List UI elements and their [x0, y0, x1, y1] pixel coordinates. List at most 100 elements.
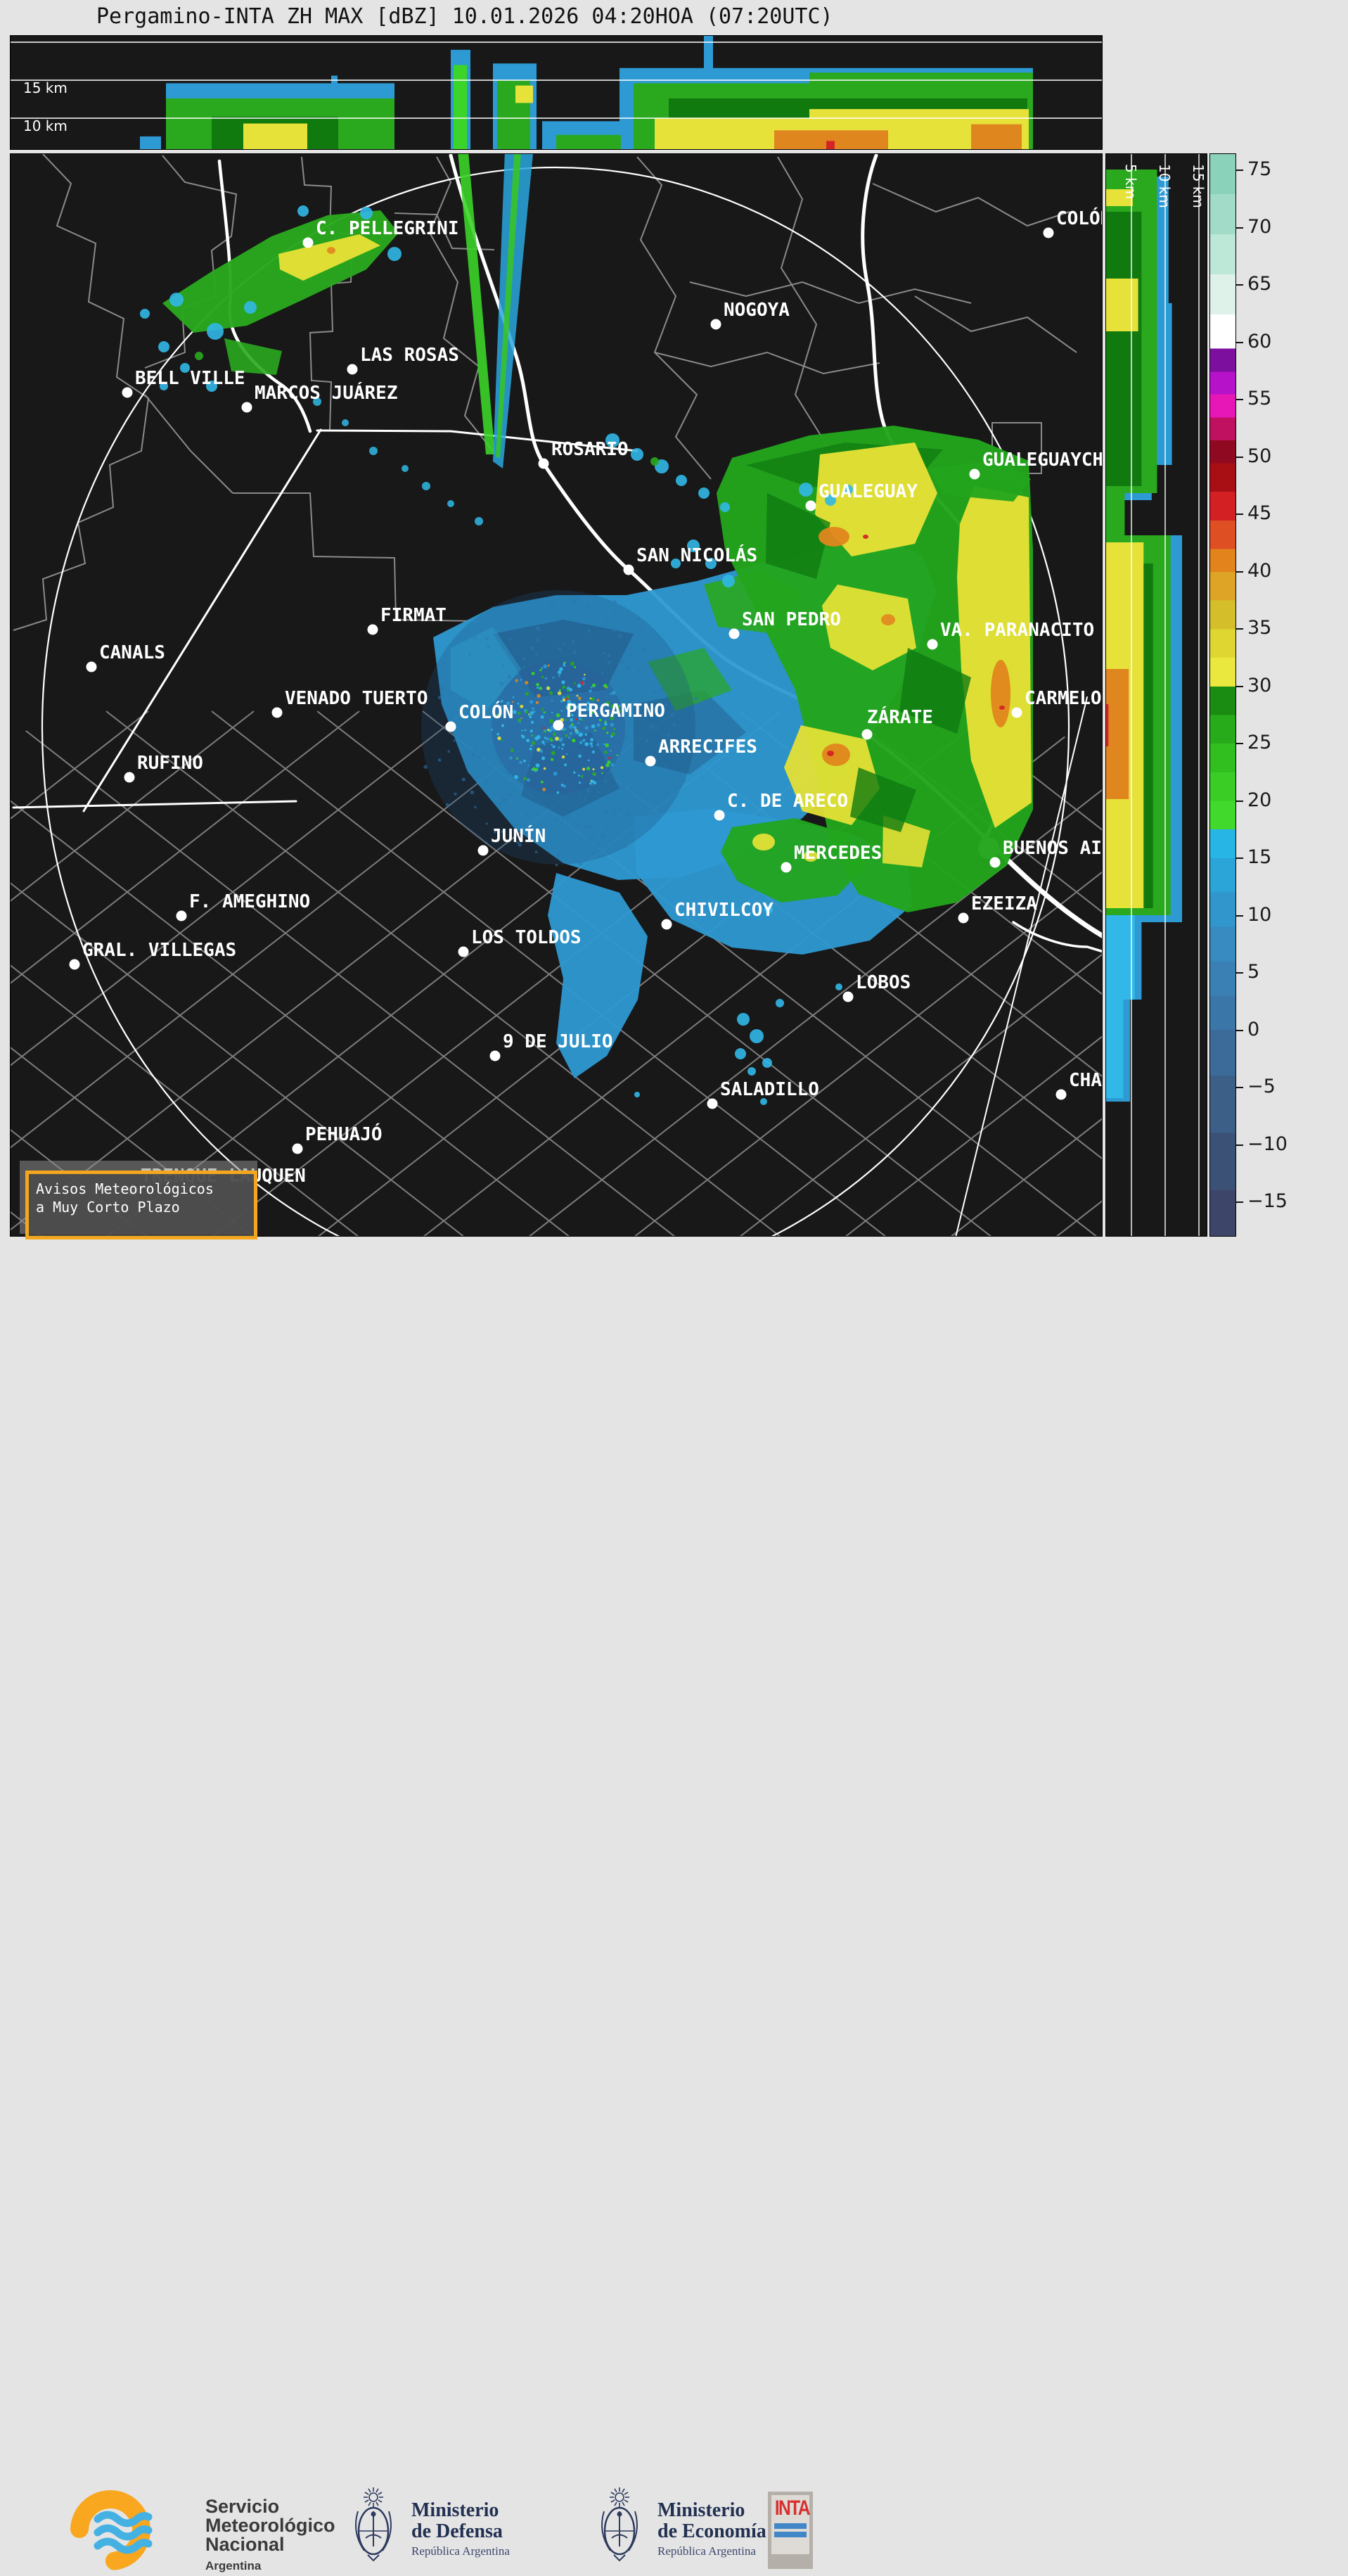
economia-coat-of-arms-icon: [601, 2487, 638, 2562]
coat-of-arms-part: [368, 2488, 371, 2493]
clutter-speckle: [534, 850, 538, 854]
clutter-speckle: [653, 690, 657, 694]
clutter-speckle: [542, 787, 546, 791]
clutter-speckle: [578, 782, 582, 784]
clutter-speckle: [579, 793, 582, 796]
clutter-speckle: [626, 666, 630, 671]
clutter-speckle: [584, 733, 587, 736]
clutter-speckle: [544, 737, 547, 739]
clutter-speckle: [550, 601, 554, 606]
coat-of-arms-part: [622, 2501, 625, 2506]
colorbar-tick-mark: [1236, 685, 1243, 687]
clutter-speckle: [578, 754, 582, 758]
colorbar-tick-mark: [1236, 1029, 1243, 1031]
clutter-speckle: [526, 778, 530, 782]
clutter-speckle: [557, 691, 562, 696]
clutter-speckle: [556, 853, 561, 857]
colorbar-tick-label: 5: [1247, 961, 1260, 983]
city-dot: [861, 729, 873, 740]
city-dot: [710, 319, 721, 330]
clutter-speckle: [642, 647, 646, 651]
city-dot: [176, 910, 187, 922]
department-boundary: [428, 156, 494, 452]
echo-region: [206, 381, 217, 392]
clutter-speckle: [565, 734, 568, 737]
clutter-speckle: [499, 762, 503, 766]
clutter-speckle: [603, 743, 605, 746]
clutter-speckle: [578, 734, 582, 737]
clutter-speckle: [584, 824, 589, 829]
clutter-speckle: [502, 665, 505, 668]
echo-region: [881, 614, 895, 625]
g: [11, 36, 1102, 149]
coat-of-arms-part: [368, 2501, 371, 2506]
department-boundary: [636, 156, 712, 480]
coat-of-arms-part: [378, 2492, 383, 2495]
clutter-speckle: [612, 727, 616, 731]
clutter-speckle: [562, 699, 566, 702]
clutter-speckle: [617, 753, 622, 757]
echo-region: [752, 834, 775, 850]
clutter-speckle: [624, 812, 628, 815]
clutter-speckle: [572, 650, 577, 655]
clutter-speckle: [437, 758, 442, 762]
clutter-speckle: [577, 722, 579, 725]
clutter-speckle: [550, 725, 554, 729]
city-label: PERGAMINO: [566, 701, 665, 722]
coat-of-arms-part: [614, 2488, 617, 2493]
clutter-speckle: [566, 714, 570, 718]
clutter-speckle: [610, 716, 614, 720]
clutter-speckle: [508, 614, 511, 618]
clutter-speckle: [590, 783, 595, 787]
echo-region: [764, 905, 773, 914]
clutter-speckle: [609, 770, 614, 774]
clutter-speckle: [484, 841, 488, 845]
clutter-speckle: [497, 736, 501, 741]
clutter-speckle: [517, 703, 520, 705]
clutter-speckle: [515, 757, 518, 760]
clutter-speckle: [555, 818, 558, 822]
city-label: MERCEDES: [794, 843, 882, 864]
city-label: SALADILLO: [720, 1079, 819, 1100]
clutter-speckle: [536, 639, 539, 642]
city-dot: [623, 564, 634, 575]
xsec-echo-bar: [1106, 669, 1129, 799]
echo-region: [496, 154, 521, 458]
clutter-speckle: [587, 604, 591, 608]
clutter-speckle: [587, 708, 589, 711]
city-label: GUALEGUAY: [819, 481, 918, 502]
colorbar-tick-label: 45: [1247, 502, 1272, 525]
clutter-speckle: [496, 732, 499, 736]
clutter-speckle: [531, 671, 535, 675]
clutter-speckle: [579, 741, 583, 745]
clutter-speckle: [612, 616, 615, 620]
clutter-speckle: [610, 692, 612, 695]
clutter-speckle: [468, 653, 471, 656]
city-dot: [538, 458, 549, 469]
department-boundary: [301, 156, 354, 431]
clutter-speckle: [667, 733, 671, 737]
clutter-speckle: [562, 696, 565, 700]
clutter-speckle: [550, 758, 554, 761]
economia-logo-text: Ministerio de Economía República Argenti…: [657, 2500, 766, 2558]
department-boundary: [872, 183, 1070, 227]
department-boundary: [914, 295, 1077, 353]
clutter-speckle: [504, 782, 508, 786]
echo-region: [387, 247, 402, 261]
clutter-speckle: [612, 600, 617, 604]
clutter-speckle: [522, 759, 526, 763]
city-dot: [969, 468, 980, 480]
echo-region: [548, 873, 648, 1078]
clutter-speckle: [592, 768, 595, 771]
city-label: SAN PEDRO: [742, 609, 841, 630]
city-dot: [367, 624, 378, 635]
clutter-speckle: [617, 709, 621, 713]
department-boundary: [11, 710, 44, 1236]
clutter-speckle: [596, 791, 600, 794]
clutter-speckle: [540, 715, 544, 719]
echo-region: [991, 660, 1010, 727]
clutter-speckle: [492, 708, 496, 711]
right-cross-section-panel: 5 km 10 km 15 km: [1105, 153, 1207, 1237]
department-boundary: [11, 710, 571, 1236]
colorbar-tick-label: 50: [1247, 445, 1272, 467]
